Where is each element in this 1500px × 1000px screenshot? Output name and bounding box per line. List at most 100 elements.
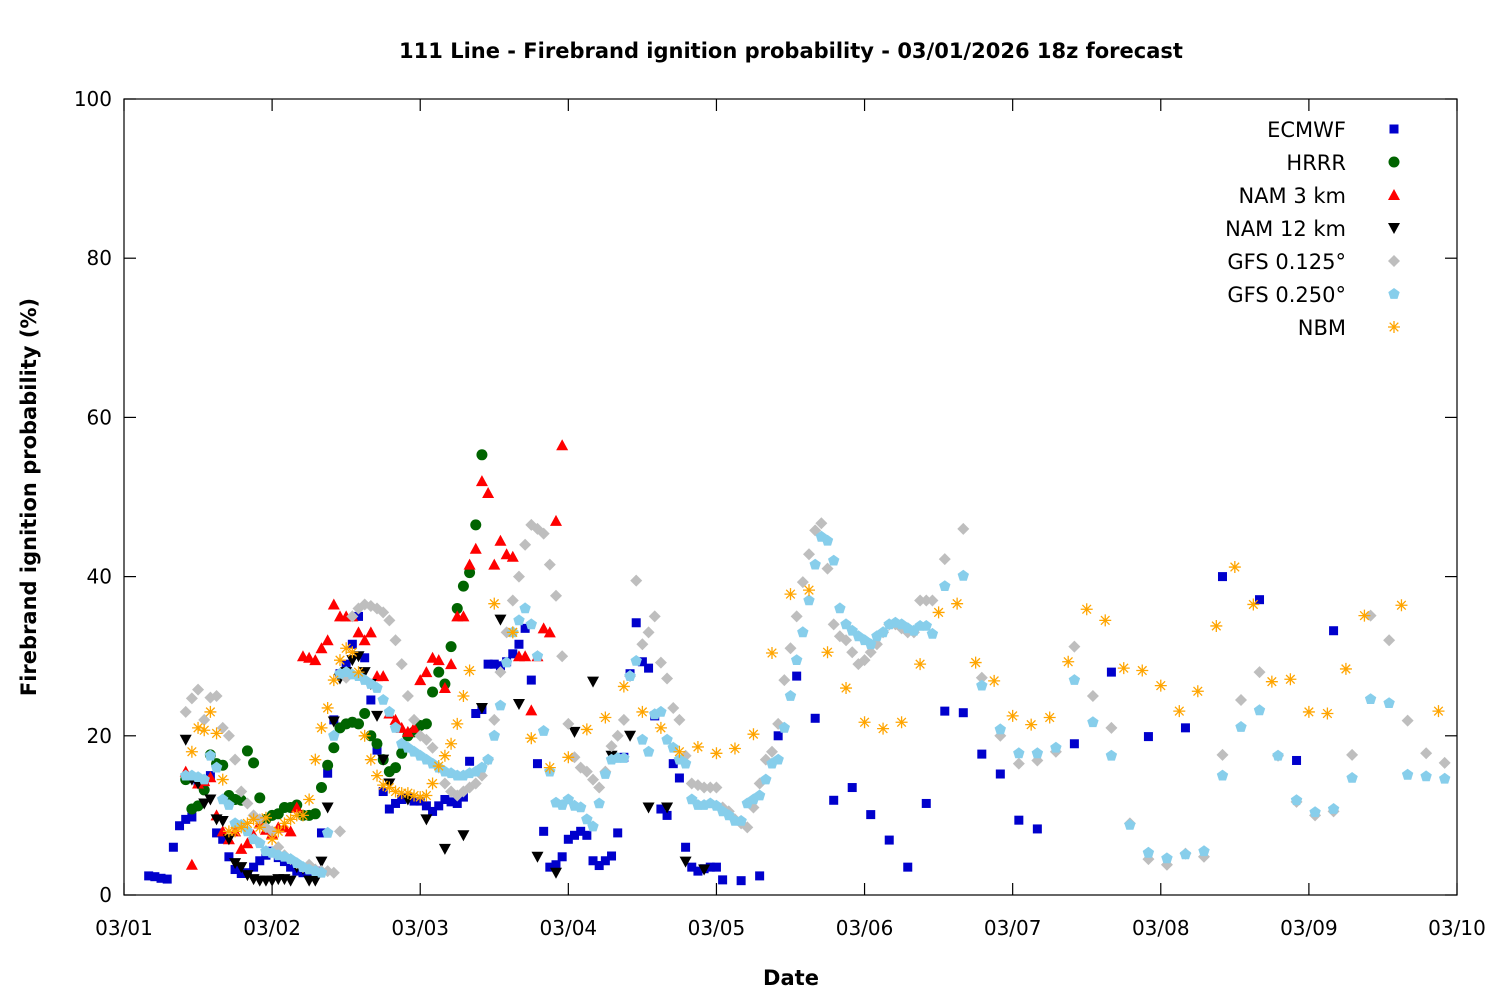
point-ecmwf [958,708,968,718]
point-hrrr [427,686,439,698]
point-nbm [1006,709,1019,722]
y-tick-label: 60 [87,405,112,429]
point-gfs-0-250 [519,602,531,614]
point-nbm [877,722,890,735]
point-nbm [383,781,396,794]
point-gfs-0-125 [383,614,396,627]
point-hrrr [445,641,457,653]
point-ecmwf [600,856,610,866]
point-ecmwf [1180,723,1190,733]
point-nbm [1284,673,1297,686]
point-nam-12-km [475,702,488,714]
point-nam-3-km [364,626,377,638]
point-nam-12-km [679,856,692,868]
point-gfs-0-125 [408,713,421,726]
point-ecmwf [1014,815,1024,825]
point-gfs-0-250 [1013,747,1025,759]
point-gfs-0-125 [673,713,686,726]
point-gfs-0-125 [1383,634,1396,647]
point-gfs-0-125 [957,522,970,535]
point-gfs-0-125 [698,781,711,794]
point-nam-3-km [445,658,458,670]
point-gfs-0-125 [661,672,674,685]
point-nam-3-km [438,682,451,694]
x-tick-label: 03/08 [1132,916,1190,940]
point-gfs-0-125 [790,610,803,623]
point-nam-3-km [519,650,532,662]
point-nam-12-km [568,726,581,738]
point-nam-12-km [420,814,433,826]
y-tick-label: 20 [87,724,112,748]
x-tick-label: 03/10 [1428,916,1486,940]
point-ecmwf [508,649,518,659]
point-gfs-0-250 [525,618,537,630]
point-gfs-0-250 [1161,852,1173,864]
point-nam-12-km [438,843,451,855]
point-nam-3-km [420,666,433,678]
point-ecmwf [526,675,536,685]
point-nam-3-km [216,825,229,837]
point-ecmwf [884,835,894,845]
point-gfs-0-125 [519,538,532,551]
point-nam-12-km [624,730,637,742]
point-ecmwf [434,801,444,811]
point-hrrr [470,519,482,531]
point-gfs-0-125 [611,729,624,742]
point-ecmwf [532,759,542,769]
point-ecmwf [249,862,259,872]
point-nbm [420,789,433,802]
point-gfs-0-250 [488,729,500,741]
point-gfs-0-250 [321,826,334,838]
point-gfs-0-125 [704,781,717,794]
series-ecmwf [144,572,1339,886]
point-gfs-0-125 [488,713,501,726]
point-nam-3-km [432,654,445,666]
point-ecmwf [316,828,326,838]
point-ecmwf [718,875,728,885]
point-gfs-0-250 [994,723,1006,735]
point-nbm [840,682,853,695]
point-ecmwf [1255,595,1265,605]
point-nam-3-km [358,634,371,646]
point-nam-12-km [642,802,655,814]
point-nbm [438,749,451,762]
point-nbm [315,721,328,734]
point-ecmwf [847,783,857,793]
point-nam-12-km [235,862,248,874]
point-nbm [914,658,927,671]
point-gfs-0-125 [1068,640,1081,653]
point-nam-3-km [475,475,488,487]
point-ecmwf [489,659,499,669]
point-nbm [765,647,778,660]
point-ecmwf [1329,626,1339,636]
point-nam-12-km [512,698,525,710]
point-nbm [253,821,266,834]
point-nbm [525,732,538,745]
point-gfs-0-250 [920,620,932,631]
point-nbm [303,793,316,806]
point-gfs-0-250 [1216,769,1229,781]
point-gfs-0-250 [210,761,223,773]
legend: ECMWF HRRR NAM 3 km NAM 12 km GFS 0.125° GFS … [1225,118,1400,340]
point-ecmwf [557,852,567,862]
point-hrrr [371,738,383,750]
point-gfs-0-250 [562,793,574,805]
point-nam-12-km [457,830,470,842]
point-gfs-0-250 [1327,803,1340,814]
y-tick-label: 100 [74,87,112,111]
point-nam-12-km [321,802,334,814]
point-gfs-0-125 [846,646,859,659]
point-gfs-0-125 [821,562,834,575]
point-gfs-0-250 [809,558,821,570]
point-nbm [858,716,871,729]
point-gfs-0-125 [1216,748,1229,761]
point-nam-3-km [494,534,507,546]
point-gfs-0-250 [1253,704,1266,716]
point-gfs-0-250 [760,773,772,785]
point-hrrr [433,666,445,678]
point-gfs-0-250 [939,580,951,591]
point-gfs-0-250 [828,554,840,566]
point-nam-3-km [401,725,414,737]
point-nbm [272,825,285,838]
point-ecmwf [1292,755,1302,765]
